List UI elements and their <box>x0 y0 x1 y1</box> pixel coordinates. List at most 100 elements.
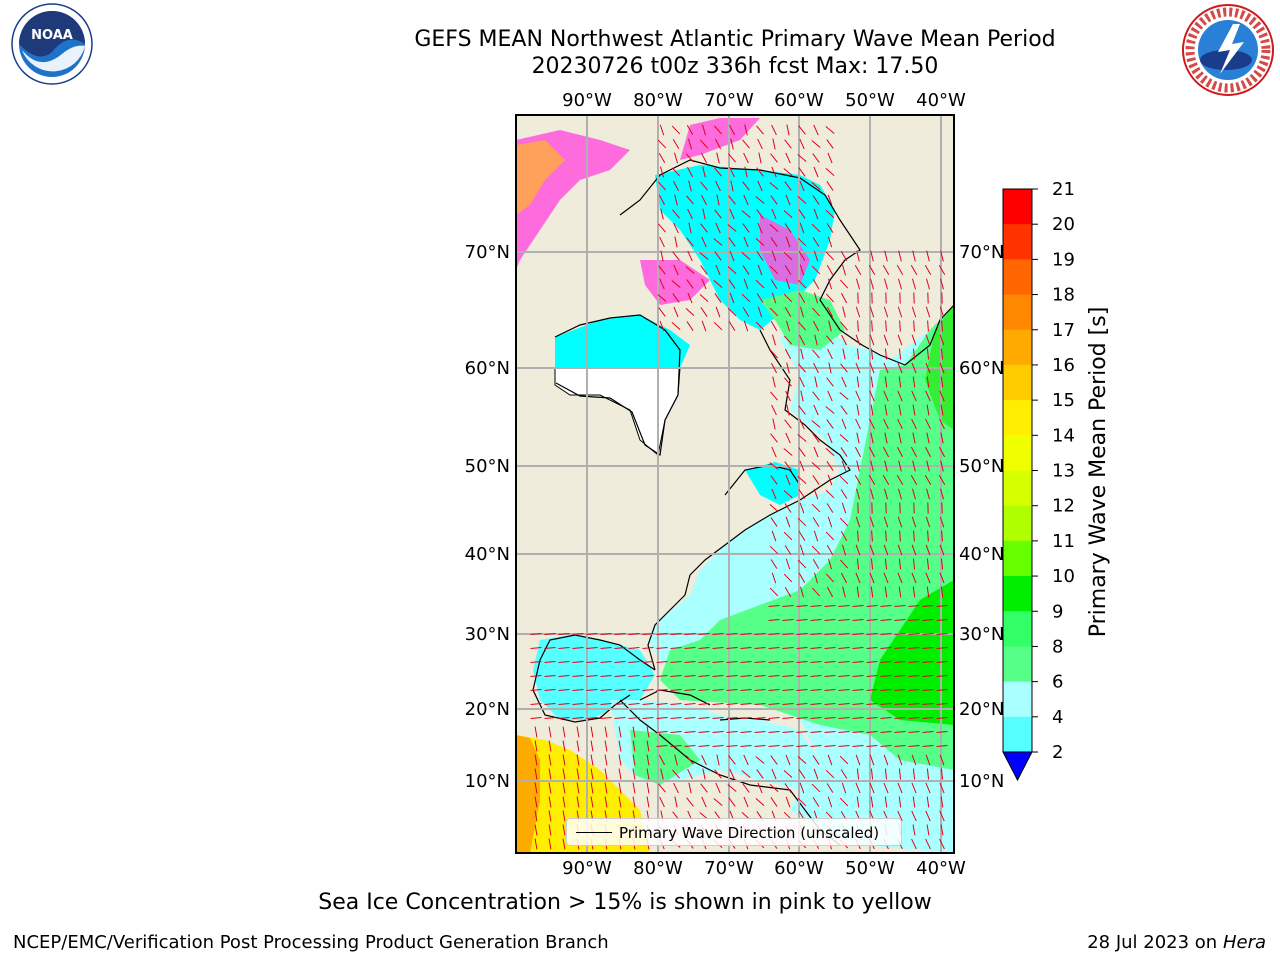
wave-vector <box>866 745 878 747</box>
wave-vector <box>811 545 821 555</box>
wave-vector <box>698 675 710 677</box>
wave-vector <box>855 334 861 346</box>
wave-vector <box>771 292 777 304</box>
wave-vector <box>673 306 679 318</box>
wave-vector <box>754 731 766 733</box>
wave-vector <box>727 265 737 275</box>
wave-vector <box>604 740 608 752</box>
wave-vector <box>558 703 570 705</box>
wave-vector <box>811 783 821 793</box>
wave-vector <box>838 619 850 621</box>
wave-vector <box>783 573 793 583</box>
wave-vector <box>869 544 875 556</box>
colorbar-segment <box>1003 716 1032 753</box>
wave-vector <box>754 633 766 635</box>
wave-vector <box>600 689 612 691</box>
wave-vector <box>783 293 793 303</box>
wave-vector <box>939 838 945 850</box>
wave-vector <box>756 209 764 219</box>
wave-vector <box>855 516 861 528</box>
wave-vector <box>827 152 833 164</box>
wave-vector <box>855 418 861 430</box>
wave-vector <box>770 153 778 163</box>
wave-vector <box>686 797 694 807</box>
wave-vector <box>770 237 778 247</box>
wave-vector <box>826 139 834 149</box>
wave-vector <box>586 717 598 719</box>
wave-vector <box>726 661 738 663</box>
wave-vector <box>684 703 696 705</box>
wave-vector <box>812 433 820 443</box>
wave-vector <box>841 502 847 514</box>
wave-vector <box>912 432 916 444</box>
wave-vector <box>656 647 668 649</box>
wave-vector <box>618 726 622 738</box>
wave-vector <box>604 796 608 808</box>
wave-vector <box>799 460 805 472</box>
wave-vector <box>852 689 864 691</box>
wave-vector <box>912 558 916 570</box>
wave-vector <box>827 348 833 360</box>
wave-vector <box>715 306 721 318</box>
wave-vector <box>925 810 931 822</box>
wave-vector <box>870 376 874 388</box>
wave-vector <box>813 166 819 178</box>
wave-vector <box>840 321 848 331</box>
wave-vector <box>826 223 834 233</box>
wave-vector <box>576 768 580 780</box>
wave-vector <box>670 675 682 677</box>
wave-vector <box>936 731 948 733</box>
wave-vector <box>824 675 836 677</box>
colorbar-tick-label: 4 <box>1052 707 1063 728</box>
wave-vector <box>925 782 931 794</box>
wave-vector <box>939 390 945 402</box>
wave-vector <box>870 586 874 598</box>
wave-vector <box>548 768 552 780</box>
wave-vector <box>855 362 861 374</box>
wave-vector <box>672 251 680 261</box>
wave-vector <box>768 745 780 747</box>
lat-labels-right: 70°N 60°N 50°N 40°N 30°N 20°N 10°N <box>959 242 1004 792</box>
wave-vector <box>870 278 874 290</box>
wave-vector <box>702 208 706 220</box>
colorbar-tick-label: 8 <box>1052 636 1063 657</box>
wave-vector <box>898 796 902 808</box>
lon-label: 90°W <box>562 90 612 111</box>
wave-vector <box>936 605 948 607</box>
wave-vector <box>770 755 778 765</box>
wave-vector <box>600 647 612 649</box>
wave-vector <box>911 390 917 402</box>
wave-vector <box>912 586 916 598</box>
wave-vector <box>740 717 752 719</box>
wave-vector <box>770 362 778 374</box>
wave-vector <box>940 348 944 360</box>
wave-vector <box>866 605 878 607</box>
wave-vector <box>729 166 735 178</box>
wave-vector <box>534 838 538 850</box>
wave-vector <box>898 432 902 444</box>
ocean-field-bright-green <box>870 580 954 725</box>
wave-vector <box>534 824 538 836</box>
wave-vector <box>784 377 792 387</box>
wave-vector <box>856 768 860 780</box>
wave-vector <box>814 334 818 346</box>
wave-vector <box>838 647 850 649</box>
colorbar-tick-label: 21 <box>1052 179 1075 200</box>
wave-vector <box>646 782 650 794</box>
wave-vector <box>866 675 878 677</box>
wave-vector <box>868 264 876 276</box>
wave-vector <box>826 181 834 191</box>
wave-vector <box>742 223 750 233</box>
wave-vector <box>813 250 819 262</box>
wave-vector <box>939 362 945 374</box>
wave-vector <box>926 376 930 388</box>
wave-vector <box>824 689 836 691</box>
wave-vector <box>856 376 860 388</box>
wave-vector <box>871 530 873 542</box>
wave-vector <box>926 348 930 360</box>
wave-vector <box>701 278 707 290</box>
wave-vector <box>908 661 920 663</box>
wave-vector <box>812 278 820 290</box>
wave-vector <box>884 796 888 808</box>
